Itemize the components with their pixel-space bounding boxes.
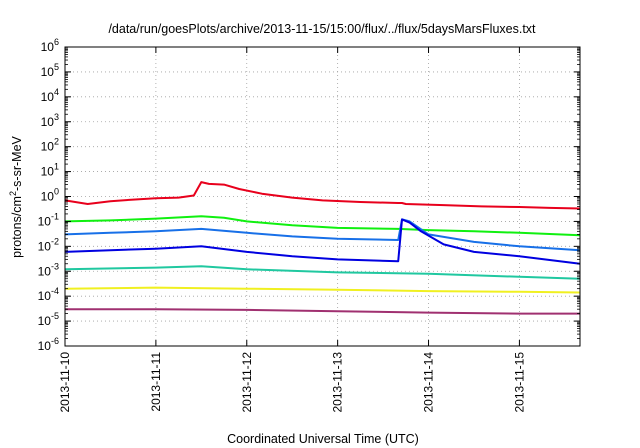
y-tick-label: 10-1 — [38, 211, 59, 228]
axis-ticks: 10-6 10-5 10-4 10-3 10-2 10-1 100 101 102 103 104 1… — [38, 37, 580, 413]
y-tick-label: 105 — [41, 62, 59, 79]
series-line — [65, 308, 580, 315]
y-tick-label: 10-5 — [38, 311, 59, 328]
y-tick-label: 102 — [41, 137, 59, 154]
series-line — [64, 218, 581, 252]
x-tick-label: 2013-11-13 — [331, 352, 345, 413]
x-tick-label: 2013-11-12 — [240, 352, 254, 413]
x-tick-label: 2013-11-10 — [58, 352, 72, 413]
series-line — [64, 181, 581, 210]
chart-title: /data/run/goesPlots/archive/2013-11-15/1… — [108, 22, 536, 36]
y-tick-label: 10-4 — [38, 286, 59, 303]
y-tick-label: 10-2 — [38, 236, 59, 253]
grid — [65, 47, 580, 346]
y-tick-label: 10-3 — [38, 261, 59, 278]
y-tick-label: 10-6 — [38, 336, 59, 353]
x-tick-label: 2013-11-11 — [149, 352, 163, 412]
series-line — [64, 218, 581, 265]
series-line — [64, 215, 581, 237]
y-tick-label: 103 — [41, 112, 59, 129]
series-line — [64, 265, 581, 280]
plot-frame — [64, 46, 581, 347]
x-tick-label: 2013-11-15 — [512, 352, 526, 413]
x-axis-label: Coordinated Universal Time (UTC) — [227, 432, 419, 446]
y-tick-label: 106 — [41, 37, 59, 54]
y-tick-label: 100 — [41, 187, 59, 204]
data-series — [64, 181, 581, 315]
y-tick-label: 101 — [41, 162, 59, 179]
y-tick-label: 104 — [41, 87, 59, 104]
y-axis-label: protons/cm2-s-sr-MeV — [8, 135, 24, 257]
series-line — [64, 286, 581, 294]
x-tick-label: 2013-11-14 — [422, 352, 436, 413]
